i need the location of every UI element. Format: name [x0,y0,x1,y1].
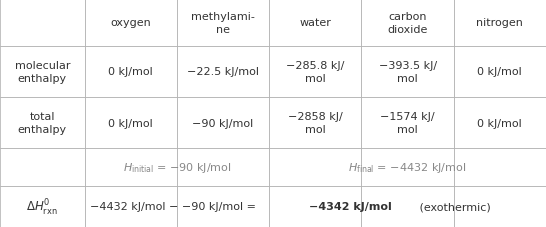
Bar [85,98,177,149]
Text: −90 kJ/mol: −90 kJ/mol [192,118,254,128]
Bar [269,0,361,47]
Text: 0 kJ/mol: 0 kJ/mol [109,67,153,77]
Text: molecular
enthalpy: molecular enthalpy [15,61,70,83]
Bar [177,186,269,227]
Text: 0 kJ/mol: 0 kJ/mol [109,118,153,128]
Text: $H_\mathregular{initial}$ = −90 kJ/mol: $H_\mathregular{initial}$ = −90 kJ/mol [122,160,232,174]
Bar [177,98,269,149]
Text: 0 kJ/mol: 0 kJ/mol [478,67,522,77]
Bar [85,0,177,47]
Text: water: water [299,18,331,28]
Bar [0,186,85,227]
Bar [361,0,454,47]
Bar [361,47,454,98]
Bar [177,149,269,186]
Text: oxygen: oxygen [110,18,151,28]
Text: −4342 kJ/mol: −4342 kJ/mol [309,202,391,212]
Bar [0,47,85,98]
Text: methylami-
ne: methylami- ne [191,12,255,35]
Text: −4432 kJ/mol − −90 kJ/mol =: −4432 kJ/mol − −90 kJ/mol = [90,202,259,212]
Bar [0,0,85,47]
Text: −393.5 kJ/
mol: −393.5 kJ/ mol [378,61,437,83]
Bar [85,149,177,186]
Bar [454,149,546,186]
Text: nitrogen: nitrogen [477,18,523,28]
Bar [454,186,546,227]
Text: −285.8 kJ/
mol: −285.8 kJ/ mol [286,61,345,83]
Text: −2858 kJ/
mol: −2858 kJ/ mol [288,112,343,134]
Bar [454,0,546,47]
Bar [0,149,85,186]
Bar [177,47,269,98]
Bar [361,149,454,186]
Text: 0 kJ/mol: 0 kJ/mol [478,118,522,128]
Text: (exothermic): (exothermic) [416,202,490,212]
Text: $\Delta H^\mathrm{0}_\mathrm{rxn}$: $\Delta H^\mathrm{0}_\mathrm{rxn}$ [27,197,58,217]
Bar [269,47,361,98]
Text: −22.5 kJ/mol: −22.5 kJ/mol [187,67,259,77]
Bar [85,186,177,227]
Bar [85,47,177,98]
Bar [454,47,546,98]
Bar [177,0,269,47]
Text: carbon
dioxide: carbon dioxide [388,12,428,35]
Bar [269,186,361,227]
Bar [269,98,361,149]
Bar [361,186,454,227]
Text: −1574 kJ/
mol: −1574 kJ/ mol [380,112,435,134]
Text: total
enthalpy: total enthalpy [18,112,67,134]
Text: $H_\mathregular{final}$ = −4432 kJ/mol: $H_\mathregular{final}$ = −4432 kJ/mol [348,160,467,174]
Bar [454,98,546,149]
Bar [269,149,361,186]
Bar [0,98,85,149]
Bar [361,98,454,149]
